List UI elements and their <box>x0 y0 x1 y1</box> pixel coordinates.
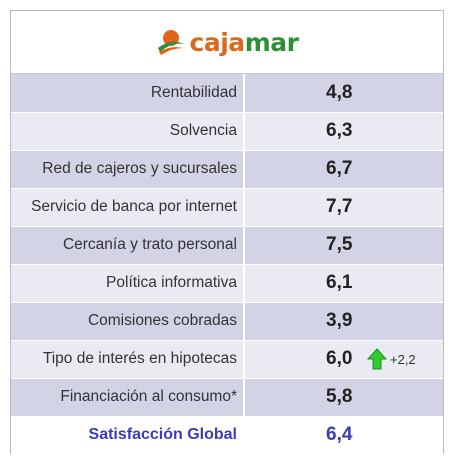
table-row: Solvencia 6,3 <box>11 112 443 151</box>
brand-wordmark: cajamar <box>190 28 299 57</box>
logo-header: cajamar <box>11 11 443 74</box>
table-row: Red de cajeros y sucursales 6,7 <box>11 150 443 189</box>
row-label: Red de cajeros y sucursales <box>11 150 245 189</box>
green-up-arrow-icon <box>367 348 387 370</box>
ratings-table: Rentabilidad 4,8 Solvencia 6,3 Red de ca… <box>11 74 443 455</box>
row-label: Cercanía y trato personal <box>11 226 245 265</box>
row-value: 6,1 <box>326 272 353 293</box>
row-value: 6,7 <box>326 158 353 179</box>
row-value: 4,8 <box>326 81 353 103</box>
row-label: Política informativa <box>11 264 245 303</box>
row-label: Servicio de banca por internet <box>11 188 245 227</box>
row-value: 7,5 <box>326 234 353 255</box>
total-row: Satisfacción Global 6,4 <box>11 415 443 455</box>
row-label: Comisiones cobradas <box>11 302 245 341</box>
row-value: 6,0 <box>326 348 353 369</box>
row-label: Tipo de interés en hipotecas <box>11 340 245 379</box>
brand-name-suffix: mar <box>244 27 299 57</box>
total-value: 6,4 <box>326 424 353 445</box>
ratings-card: cajamar Rentabilidad 4,8 Solvencia 6,3 R… <box>10 10 444 455</box>
row-label: Solvencia <box>11 112 245 151</box>
change-indicator: +2,2 <box>367 348 416 370</box>
table-row: Cercanía y trato personal 7,5 <box>11 226 443 265</box>
cajamar-logo: cajamar <box>156 28 299 57</box>
change-value: +2,2 <box>390 351 416 367</box>
total-label: Satisfacción Global <box>11 415 245 455</box>
cajamar-swoosh-logo-icon <box>157 30 184 55</box>
table-row: Tipo de interés en hipotecas 6,0 +2,2 <box>11 340 443 379</box>
table-row: Política informativa 6,1 <box>11 264 443 303</box>
row-label: Rentabilidad <box>11 74 245 113</box>
row-label: Financiación al consumo* <box>11 378 245 417</box>
table-row: Rentabilidad 4,8 <box>11 74 443 113</box>
table-row: Comisiones cobradas 3,9 <box>11 302 443 341</box>
row-value: 7,7 <box>326 196 353 217</box>
table-row: Financiación al consumo* 5,8 <box>11 378 443 417</box>
row-value: 3,9 <box>326 310 353 331</box>
row-value: 6,3 <box>326 120 353 141</box>
row-value: 5,8 <box>326 386 353 407</box>
table-row: Servicio de banca por internet 7,7 <box>11 188 443 227</box>
brand-name-prefix: caja <box>189 27 246 57</box>
